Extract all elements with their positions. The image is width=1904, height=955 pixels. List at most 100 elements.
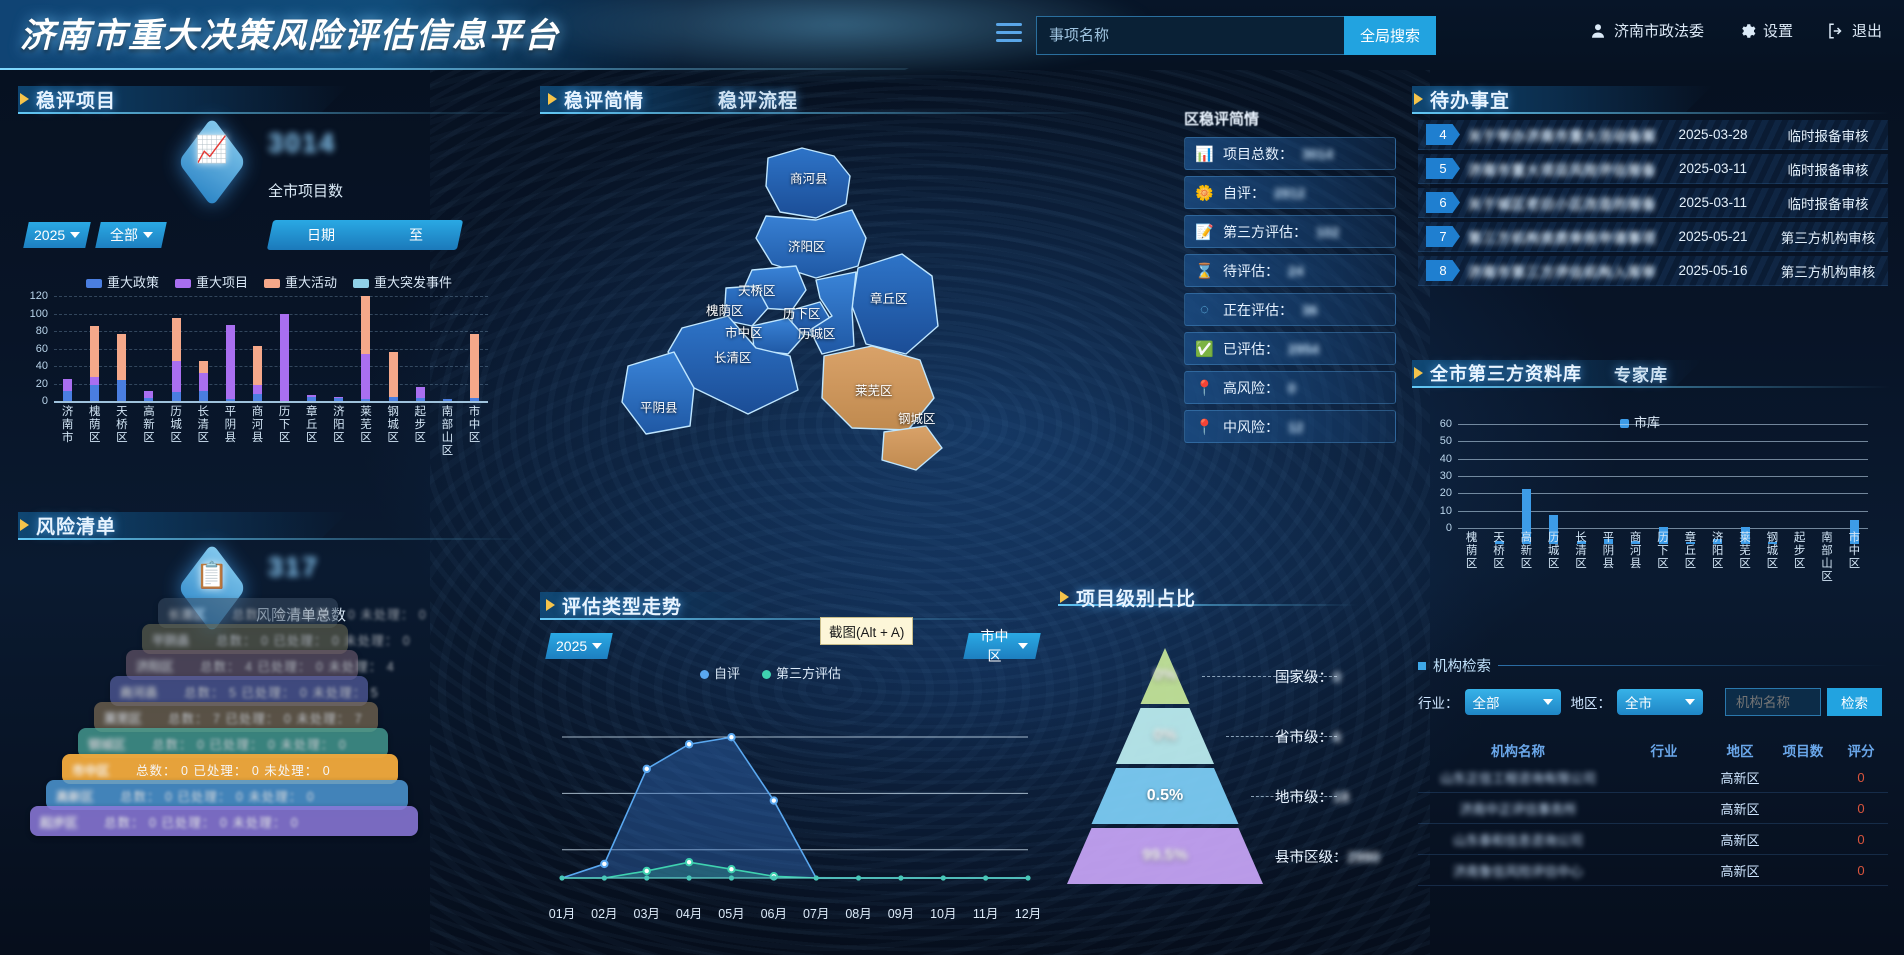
stat-row-check-circle[interactable]: ✅ 已评估： 2954 (1184, 332, 1396, 365)
trend-point[interactable] (600, 859, 609, 869)
bar-column[interactable] (1631, 540, 1641, 544)
stat-row-flower[interactable]: 🌼 自评： 2912 (1184, 176, 1396, 209)
trend-point[interactable] (727, 733, 736, 742)
bar-column[interactable] (1685, 542, 1695, 544)
logout-button[interactable]: 退出 (1827, 20, 1882, 41)
institution-name-input[interactable] (1725, 688, 1821, 716)
bar-column[interactable] (388, 352, 398, 401)
pyramid-level-4[interactable] (1057, 828, 1273, 884)
stat-row-spinner[interactable]: ◌ 正在评估： 36 (1184, 293, 1396, 326)
todo-item[interactable]: 4 关于举办济南市重大活动备案 2025-03-28 临时报备审核 (1418, 120, 1888, 150)
year-filter-dropdown[interactable]: 2025 (23, 222, 91, 248)
table-row[interactable]: 山东正信工程咨询有限公司 高新区 0 (1418, 762, 1888, 793)
date-range-picker[interactable]: 日期 至 (266, 220, 464, 250)
bar-column[interactable] (307, 394, 317, 401)
risk-list-item[interactable]: 长清区 总数： 0 已处理： 0 未处理： 0 (158, 598, 426, 628)
bar-column[interactable] (1494, 540, 1504, 544)
bar-column[interactable] (1549, 514, 1559, 544)
stat-row-bar-chart[interactable]: 📊 项目总数： 3014 (1184, 137, 1396, 170)
risk-list-item[interactable]: 高新区 总数： 0 已处理： 0 未处理： 0 (46, 780, 408, 810)
pyramid-level-2[interactable] (1057, 708, 1273, 764)
bar-column[interactable] (1849, 519, 1859, 544)
bar-column[interactable] (1658, 526, 1668, 544)
pyramid-level-3[interactable] (1057, 768, 1273, 824)
district-summary-title: 区稳评简情 (1184, 111, 1260, 128)
bar-column[interactable] (63, 379, 73, 401)
region-filter-dropdown[interactable]: 全市 (1617, 689, 1703, 715)
user-menu[interactable]: 济南市政法委 (1589, 20, 1704, 41)
bar-column[interactable] (1740, 526, 1750, 544)
risk-list-item[interactable]: 钢城区 总数： 0 已处理： 0 未处理： 0 (78, 728, 388, 758)
search-input[interactable] (1036, 16, 1344, 55)
table-row[interactable]: 济南中正评估事务所 高新区 0 (1418, 793, 1888, 824)
stat-row-pin-orange[interactable]: 📍 中风险： 12 (1184, 410, 1396, 443)
map-region-jiyang[interactable] (755, 209, 867, 279)
table-row[interactable]: 山东泰和信息咨询公司 高新区 0 (1418, 824, 1888, 855)
bar-column[interactable] (1713, 538, 1723, 544)
risk-list-item[interactable]: 起步区 总数： 0 已处理： 0 未处理： 0 (30, 806, 418, 836)
bar-column[interactable] (90, 325, 100, 401)
bar-column[interactable] (198, 360, 208, 401)
table-row[interactable]: 济南鲁信风险评估中心 高新区 0 (1418, 855, 1888, 886)
trend-year-dropdown[interactable]: 2025 (545, 633, 613, 659)
bar-column[interactable] (280, 314, 290, 401)
settings-button[interactable]: 设置 (1738, 20, 1793, 41)
bar-column[interactable] (1576, 540, 1586, 544)
stat-row-pin-red[interactable]: 📍 高风险： 0 (1184, 371, 1396, 404)
stat-row-hourglass[interactable]: ⌛ 待评估： 24 (1184, 254, 1396, 287)
tab-third-party-db[interactable]: 全市第三方资料库 (1414, 356, 1582, 390)
todo-item[interactable]: 6 关于城区老旧小区改造的报备 2025-03-11 临时报备审核 (1418, 188, 1888, 218)
trend-point[interactable] (727, 865, 736, 874)
jinan-district-map[interactable]: 商河县 济阳区 天桥区 章丘区 槐荫区 历下区 市中区 历城区 长清区 平阴县 … (620, 140, 1020, 480)
map-label-shanghe: 商河县 (790, 172, 828, 186)
map-svg[interactable] (620, 140, 1020, 480)
bar-column[interactable] (361, 296, 371, 401)
pyramid-level-1[interactable] (1057, 648, 1273, 704)
tab-wenping-flow[interactable]: 稳评流程 (718, 82, 798, 116)
bar-column[interactable] (225, 324, 235, 401)
risk-list-item[interactable]: 平阴县 总数： 0 已处理： 0 未处理： 0 (142, 624, 410, 654)
tab-wenping-summary[interactable]: 稳评简情 (548, 82, 644, 116)
bar-column[interactable] (334, 396, 344, 401)
todo-item[interactable]: 7 第三方机构资质审核申请事项 2025-05-21 第三方机构审核 (1418, 222, 1888, 252)
trend-point[interactable] (642, 866, 651, 876)
bar-column[interactable] (1767, 542, 1777, 544)
map-region-gangcheng[interactable] (881, 425, 943, 471)
industry-filter-dropdown[interactable]: 全部 (1464, 689, 1561, 715)
risk-list-item[interactable]: 商河县 总数： 5 已处理： 0 未处理： 5 (110, 676, 378, 706)
bar-column[interactable] (171, 317, 181, 401)
trend-area-dropdown[interactable]: 市中区 (963, 628, 1041, 664)
risk-list-item[interactable]: 济阳区 总数： 4 已处理： 0 未处理： 4 (126, 650, 394, 680)
trend-point[interactable] (684, 740, 694, 749)
risk-list-item[interactable]: 市中区 总数： 0 已处理： 0 未处理： 0 (62, 754, 398, 784)
map-region-laiwu[interactable] (821, 345, 935, 431)
triangle-marker-icon (20, 93, 29, 105)
bar-column[interactable] (1521, 488, 1531, 544)
institution-search-button[interactable]: 检索 (1827, 688, 1882, 716)
tab-expert-db[interactable]: 专家库 (1614, 356, 1668, 390)
trend-point[interactable] (769, 796, 779, 805)
bar-column[interactable] (117, 333, 127, 401)
bar-column[interactable] (442, 399, 452, 401)
todo-item[interactable]: 5 济南市重大项目风险评估报备 2025-03-11 临时报备审核 (1418, 154, 1888, 184)
bar-column[interactable] (144, 390, 154, 401)
map-region-zhangqiu[interactable] (851, 253, 939, 355)
scope-filter-dropdown[interactable]: 全部 (95, 222, 167, 248)
global-search-button[interactable]: 全局搜索 (1344, 16, 1436, 55)
todo-list[interactable]: 4 关于举办济南市重大活动备案 2025-03-28 临时报备审核 5 济南市重大项目风险… (1418, 120, 1888, 288)
map-region-huaiyin[interactable] (723, 285, 769, 327)
map-region-pingyin[interactable] (621, 351, 695, 435)
bar-column[interactable] (415, 387, 425, 401)
risk-list-item[interactable]: 莱芜区 总数： 7 已处理： 0 未处理： 7 (94, 702, 378, 732)
stat-row-report[interactable]: 📝 第三方评估： 102 (1184, 215, 1396, 248)
bar-column[interactable] (1603, 538, 1613, 544)
bar-column[interactable] (469, 333, 479, 401)
todo-item[interactable]: 8 济南市第三方评估机构入库审 2025-05-16 第三方机构审核 (1418, 256, 1888, 286)
trend-point[interactable] (684, 857, 694, 867)
map-region-shanghe[interactable] (765, 147, 851, 219)
institution-table[interactable]: 山东正信工程咨询有限公司 高新区 0 济南中正评估事务所 高新区 0 山东泰和信息咨询公司高… (1418, 762, 1888, 886)
bar-column[interactable] (252, 345, 262, 401)
trend-point[interactable] (642, 764, 651, 774)
map-region-licheng[interactable] (809, 271, 857, 355)
hamburger-menu-icon[interactable] (996, 23, 1022, 47)
